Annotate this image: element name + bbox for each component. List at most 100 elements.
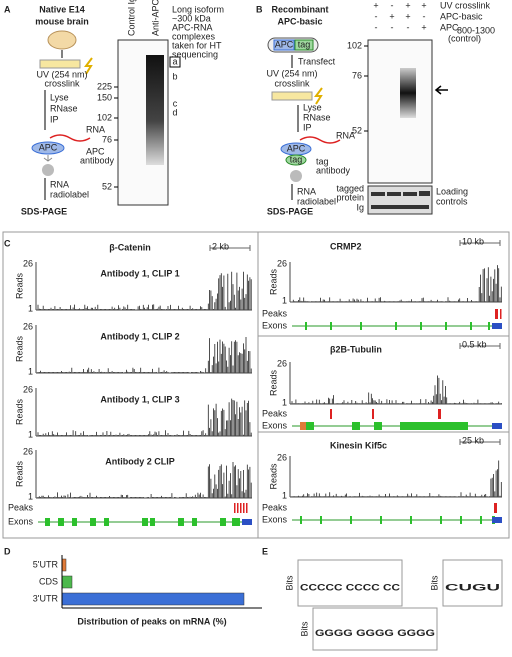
panel-frame xyxy=(2,231,510,539)
axis-label: 1 xyxy=(28,491,33,501)
peak xyxy=(438,409,441,419)
condition-sub: 800-1300 xyxy=(457,25,495,35)
condition-label: UV crosslink xyxy=(440,0,491,10)
panel-title: Native E14 xyxy=(39,4,85,14)
note: Long isoform xyxy=(172,4,224,14)
exon xyxy=(300,516,302,524)
smear xyxy=(146,55,164,165)
note: taken for HT xyxy=(172,40,222,50)
logo-frame xyxy=(297,559,403,607)
label: APC xyxy=(275,39,294,49)
exon xyxy=(488,322,490,330)
exons-label: Exons xyxy=(262,514,288,524)
peak xyxy=(240,503,242,513)
gene-name: CRMP2 xyxy=(330,241,362,251)
condition-sign: - xyxy=(391,22,394,32)
loading-blot xyxy=(367,185,433,215)
panel-title: Recombinant xyxy=(271,4,328,14)
coverage-trace xyxy=(291,460,502,497)
axis-title: Reads xyxy=(268,463,278,490)
band-box xyxy=(169,56,181,68)
peak xyxy=(237,503,239,513)
coverage-trace xyxy=(37,337,252,373)
sequence-logo: CUGU xyxy=(445,582,500,592)
label: UV (254 nm) xyxy=(266,68,317,78)
band-label: b xyxy=(172,71,177,81)
condition-sign: - xyxy=(423,11,426,21)
peaks-label: Peaks xyxy=(262,502,288,512)
band-label: a xyxy=(172,56,177,66)
label: APC xyxy=(287,143,306,153)
condition-sign: - xyxy=(407,22,410,32)
condition-label: APC-basic xyxy=(440,11,483,21)
axis-label: 1 xyxy=(282,397,287,407)
exon xyxy=(374,422,382,430)
scale-bar xyxy=(459,439,501,445)
exon xyxy=(320,516,322,524)
coverage-trace xyxy=(291,375,502,404)
scale-label: 25 kb xyxy=(462,435,484,445)
label: IP xyxy=(303,122,312,132)
panel-letter: C xyxy=(4,238,11,248)
peaks-label: Peaks xyxy=(8,502,34,512)
band-label: d xyxy=(172,107,177,117)
antibody-icon xyxy=(43,155,53,162)
axis-label: 26 xyxy=(23,258,33,268)
track-label: Antibody 1, CLIP 3 xyxy=(100,394,179,404)
condition-sign: + xyxy=(405,11,410,21)
plasmid-tag xyxy=(294,39,314,51)
lane-label: Control IgG xyxy=(126,0,136,36)
bar xyxy=(61,592,245,606)
label: RNA xyxy=(50,179,69,189)
category-label: 3'UTR xyxy=(33,593,59,603)
label: tagged xyxy=(336,183,364,193)
dish xyxy=(39,59,81,69)
coverage-trace xyxy=(291,265,502,302)
exons-label: Exons xyxy=(262,420,288,430)
panel-title: mouse brain xyxy=(35,16,89,26)
uv-bolt xyxy=(84,57,93,75)
label: Ig xyxy=(356,202,364,212)
label: radiolabel xyxy=(50,189,89,199)
exon xyxy=(104,518,109,526)
axis-title: Reads xyxy=(268,268,278,295)
exon xyxy=(305,322,307,330)
utr xyxy=(242,519,252,525)
axis-label: 26 xyxy=(277,452,287,462)
condition-sign: + xyxy=(373,0,378,10)
label: RNA xyxy=(336,130,355,140)
axis-title: Reads xyxy=(14,272,24,299)
exon xyxy=(58,518,64,526)
plasmid-apc xyxy=(273,39,295,51)
scale-bar xyxy=(459,343,501,349)
brain-icon xyxy=(47,30,77,50)
exon xyxy=(45,518,50,526)
sequence-logo: CCCCC CCCC CC xyxy=(300,582,401,592)
gene-name: Kinesin Kif5c xyxy=(330,440,387,450)
scale-bar xyxy=(459,240,501,246)
exon xyxy=(395,322,397,330)
axis-label: 1 xyxy=(28,366,33,376)
label: antibody xyxy=(316,165,351,175)
axis-title: Bits xyxy=(429,575,439,591)
uv-bolt xyxy=(314,87,323,105)
bead xyxy=(42,164,54,176)
track-label: Antibody 2 CLIP xyxy=(105,456,175,466)
axis-label: 26 xyxy=(23,446,33,456)
label: RNA xyxy=(297,186,316,196)
category-label: 5'UTR xyxy=(33,559,59,569)
arrow xyxy=(434,85,448,95)
axis-label: 1 xyxy=(282,295,287,305)
condition-sign: + xyxy=(405,0,410,10)
utr xyxy=(492,323,502,329)
label: RNase xyxy=(50,103,78,113)
exon xyxy=(352,422,360,430)
band-label: c xyxy=(173,98,178,108)
axis-label: 1 xyxy=(28,429,33,439)
label: antibody xyxy=(80,155,115,165)
exons-label: Exons xyxy=(8,516,34,526)
marker-label: 52 xyxy=(352,125,362,135)
marker-label: 102 xyxy=(347,40,362,50)
exon xyxy=(72,518,77,526)
scale-label: 2 kb xyxy=(212,241,229,251)
